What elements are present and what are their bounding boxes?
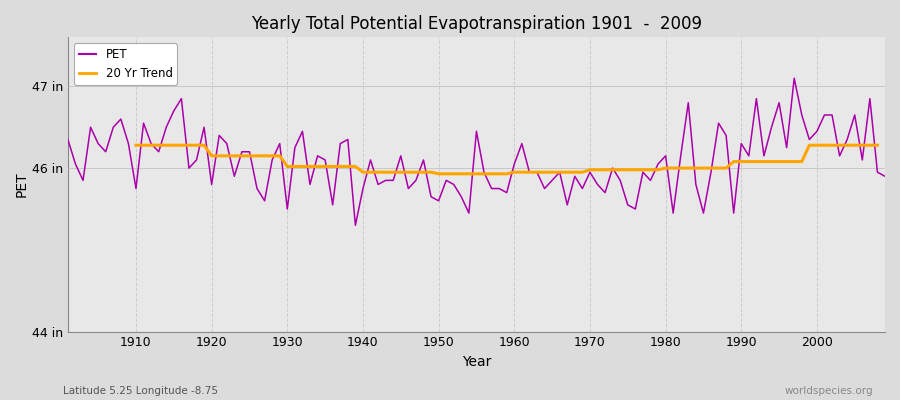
X-axis label: Year: Year bbox=[462, 355, 491, 369]
Legend: PET, 20 Yr Trend: PET, 20 Yr Trend bbox=[74, 43, 177, 84]
Text: Latitude 5.25 Longitude -8.75: Latitude 5.25 Longitude -8.75 bbox=[63, 386, 218, 396]
Title: Yearly Total Potential Evapotranspiration 1901  -  2009: Yearly Total Potential Evapotranspiratio… bbox=[251, 15, 702, 33]
Text: worldspecies.org: worldspecies.org bbox=[785, 386, 873, 396]
Y-axis label: PET: PET bbox=[15, 172, 29, 197]
